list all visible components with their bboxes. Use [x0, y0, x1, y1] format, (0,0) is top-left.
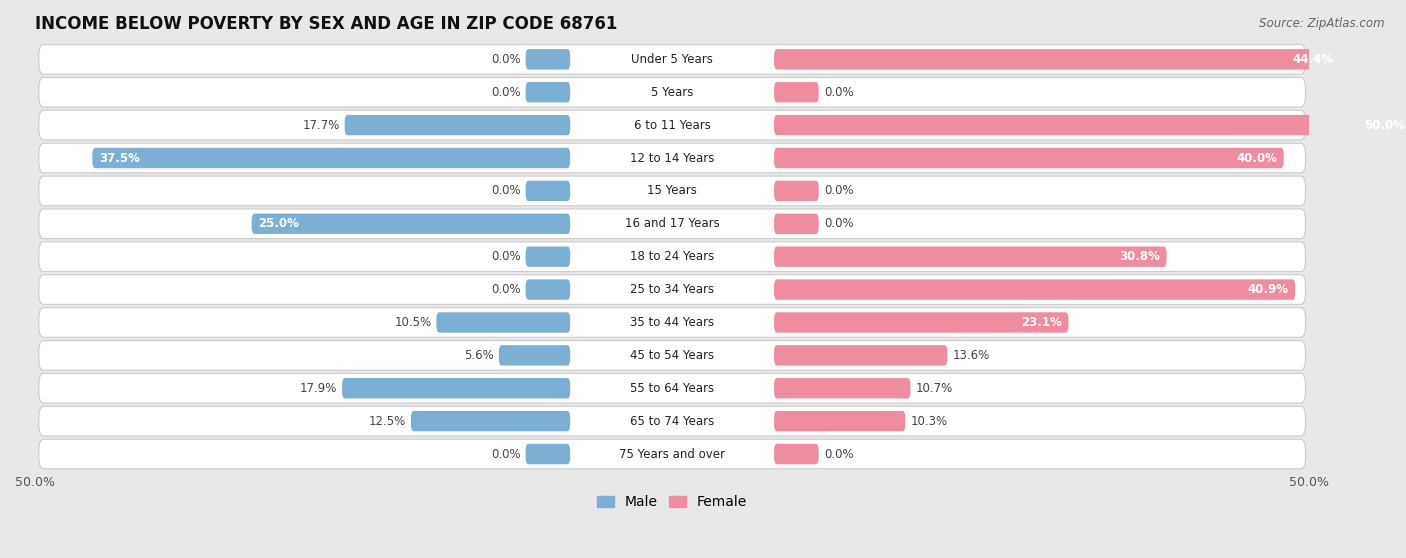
Text: 30.8%: 30.8% [1119, 250, 1160, 263]
FancyBboxPatch shape [526, 280, 571, 300]
FancyBboxPatch shape [526, 247, 571, 267]
Text: 18 to 24 Years: 18 to 24 Years [630, 250, 714, 263]
FancyBboxPatch shape [93, 148, 571, 168]
FancyBboxPatch shape [342, 378, 571, 398]
FancyBboxPatch shape [775, 214, 818, 234]
FancyBboxPatch shape [775, 148, 1284, 168]
Text: 17.7%: 17.7% [302, 119, 340, 132]
FancyBboxPatch shape [775, 345, 948, 365]
Text: 10.7%: 10.7% [915, 382, 953, 395]
FancyBboxPatch shape [526, 82, 571, 103]
FancyBboxPatch shape [39, 176, 1305, 206]
Text: INCOME BELOW POVERTY BY SEX AND AGE IN ZIP CODE 68761: INCOME BELOW POVERTY BY SEX AND AGE IN Z… [35, 15, 617, 33]
Text: 0.0%: 0.0% [824, 184, 853, 198]
Text: 12 to 14 Years: 12 to 14 Years [630, 152, 714, 165]
FancyBboxPatch shape [436, 312, 571, 333]
Text: 0.0%: 0.0% [824, 448, 853, 460]
FancyBboxPatch shape [39, 45, 1305, 74]
FancyBboxPatch shape [499, 345, 571, 365]
Text: 0.0%: 0.0% [491, 448, 520, 460]
Text: 0.0%: 0.0% [824, 217, 853, 230]
Text: 0.0%: 0.0% [491, 86, 520, 99]
Text: 65 to 74 Years: 65 to 74 Years [630, 415, 714, 427]
Text: 5 Years: 5 Years [651, 86, 693, 99]
FancyBboxPatch shape [39, 143, 1305, 173]
FancyBboxPatch shape [775, 312, 1069, 333]
FancyBboxPatch shape [39, 439, 1305, 469]
Text: 37.5%: 37.5% [98, 152, 139, 165]
FancyBboxPatch shape [775, 247, 1167, 267]
FancyBboxPatch shape [775, 280, 1295, 300]
Text: 45 to 54 Years: 45 to 54 Years [630, 349, 714, 362]
FancyBboxPatch shape [39, 78, 1305, 107]
FancyBboxPatch shape [526, 181, 571, 201]
Text: 12.5%: 12.5% [368, 415, 406, 427]
FancyBboxPatch shape [252, 214, 571, 234]
Text: 10.3%: 10.3% [911, 415, 948, 427]
Text: 35 to 44 Years: 35 to 44 Years [630, 316, 714, 329]
Text: 50.0%: 50.0% [1364, 119, 1405, 132]
Text: 13.6%: 13.6% [952, 349, 990, 362]
Text: 0.0%: 0.0% [491, 53, 520, 66]
Text: 0.0%: 0.0% [491, 283, 520, 296]
FancyBboxPatch shape [39, 307, 1305, 337]
FancyBboxPatch shape [39, 373, 1305, 403]
FancyBboxPatch shape [39, 110, 1305, 140]
Text: 75 Years and over: 75 Years and over [619, 448, 725, 460]
Text: 15 Years: 15 Years [647, 184, 697, 198]
FancyBboxPatch shape [39, 406, 1305, 436]
FancyBboxPatch shape [775, 82, 818, 103]
Text: 23.1%: 23.1% [1021, 316, 1062, 329]
Legend: Male, Female: Male, Female [592, 490, 752, 515]
Text: Under 5 Years: Under 5 Years [631, 53, 713, 66]
FancyBboxPatch shape [775, 411, 905, 431]
Text: 0.0%: 0.0% [491, 184, 520, 198]
FancyBboxPatch shape [39, 275, 1305, 304]
FancyBboxPatch shape [526, 49, 571, 70]
Text: Source: ZipAtlas.com: Source: ZipAtlas.com [1260, 17, 1385, 30]
Text: 16 and 17 Years: 16 and 17 Years [624, 217, 720, 230]
FancyBboxPatch shape [526, 444, 571, 464]
FancyBboxPatch shape [775, 444, 818, 464]
Text: 0.0%: 0.0% [824, 86, 853, 99]
FancyBboxPatch shape [39, 209, 1305, 239]
Text: 40.9%: 40.9% [1249, 283, 1289, 296]
FancyBboxPatch shape [39, 340, 1305, 370]
Text: 5.6%: 5.6% [464, 349, 494, 362]
Text: 17.9%: 17.9% [299, 382, 337, 395]
Text: 44.4%: 44.4% [1292, 53, 1333, 66]
FancyBboxPatch shape [344, 115, 571, 136]
FancyBboxPatch shape [775, 378, 911, 398]
FancyBboxPatch shape [775, 115, 1406, 136]
Text: 6 to 11 Years: 6 to 11 Years [634, 119, 710, 132]
FancyBboxPatch shape [411, 411, 571, 431]
Text: 0.0%: 0.0% [491, 250, 520, 263]
Text: 25.0%: 25.0% [257, 217, 299, 230]
FancyBboxPatch shape [775, 49, 1340, 70]
Text: 10.5%: 10.5% [394, 316, 432, 329]
Text: 25 to 34 Years: 25 to 34 Years [630, 283, 714, 296]
Text: 40.0%: 40.0% [1236, 152, 1278, 165]
FancyBboxPatch shape [39, 242, 1305, 272]
FancyBboxPatch shape [775, 181, 818, 201]
Text: 55 to 64 Years: 55 to 64 Years [630, 382, 714, 395]
